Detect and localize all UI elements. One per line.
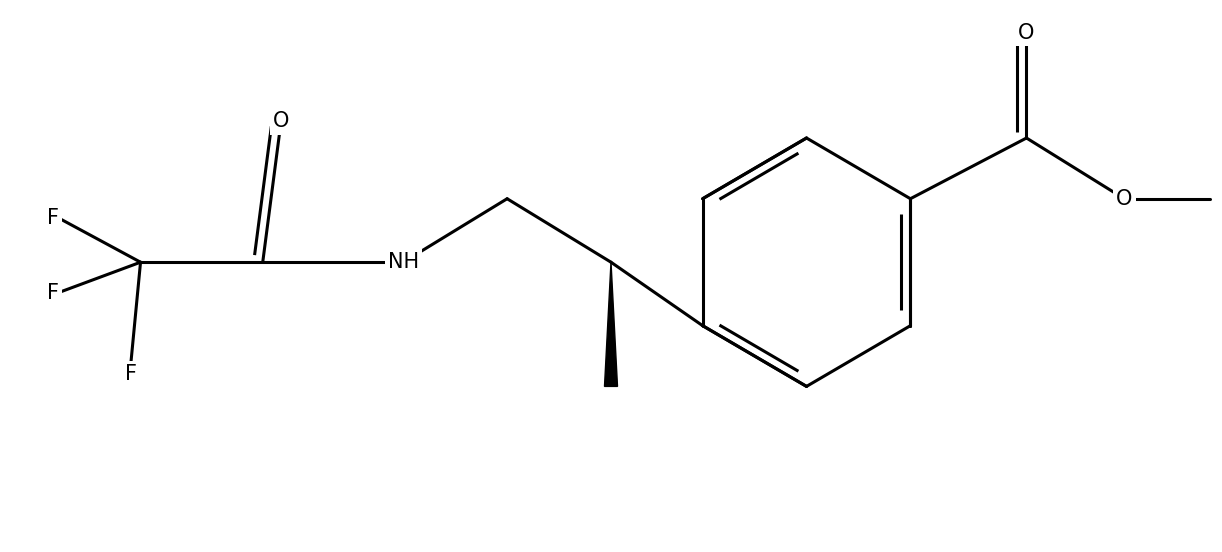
Text: F: F xyxy=(46,208,59,228)
Text: F: F xyxy=(46,283,59,302)
Text: NH: NH xyxy=(387,252,419,272)
Polygon shape xyxy=(605,262,617,386)
Text: O: O xyxy=(273,112,290,131)
Text: F: F xyxy=(125,364,137,384)
Text: O: O xyxy=(1018,23,1035,43)
Text: O: O xyxy=(1116,189,1133,209)
